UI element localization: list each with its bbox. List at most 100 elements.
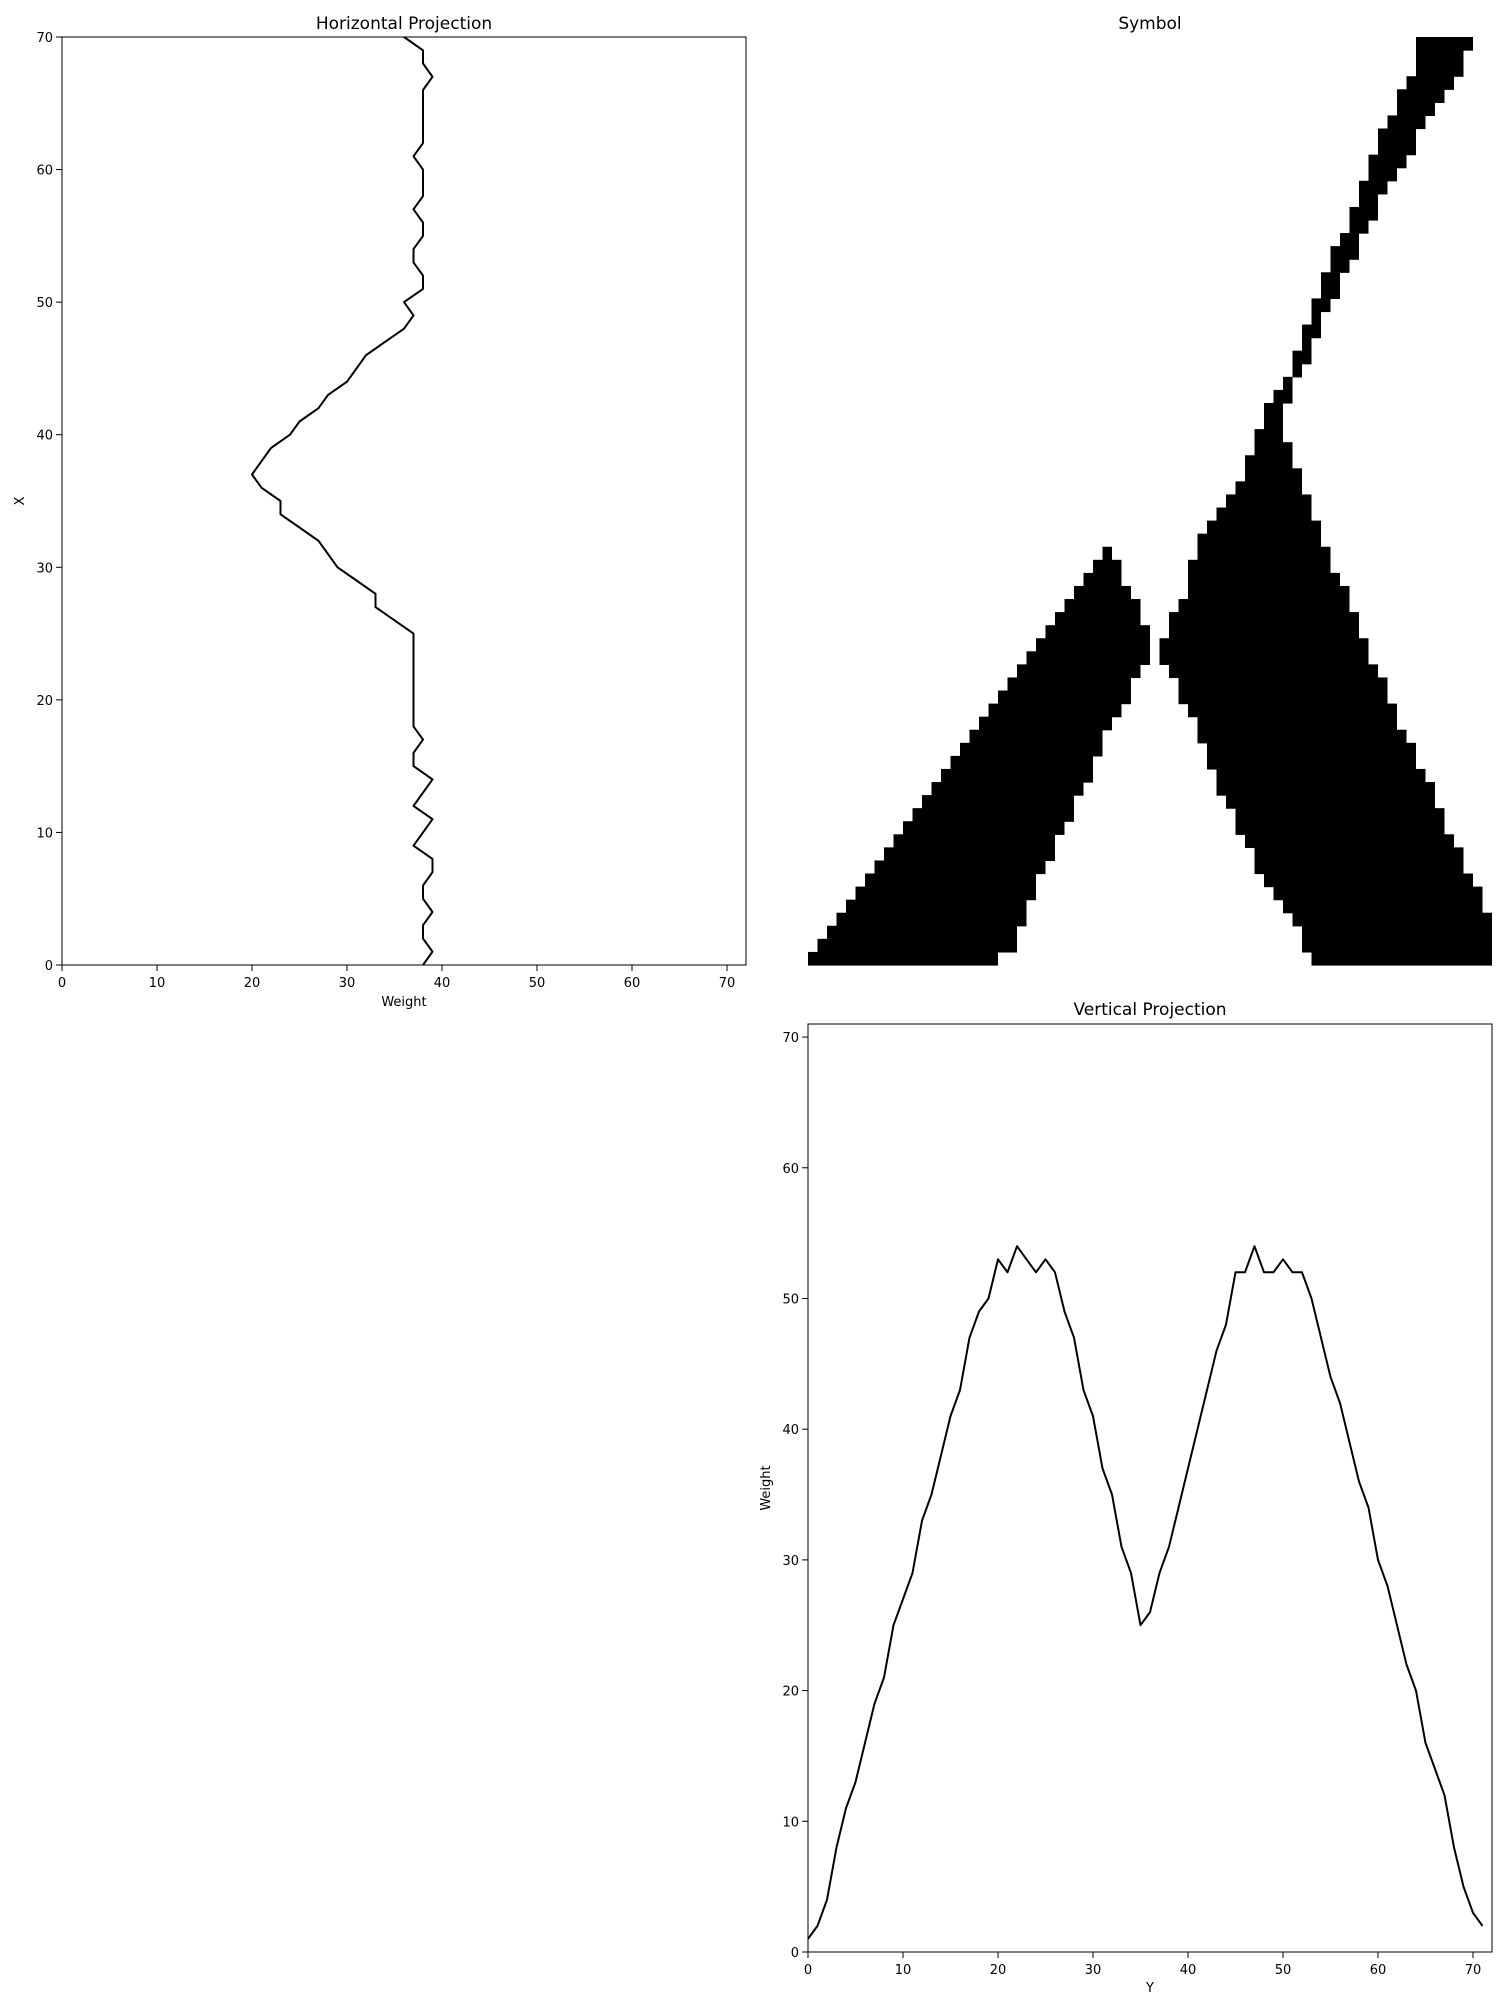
symbol-stroke-right: [1378, 141, 1416, 156]
symbol-stroke-right: [1330, 259, 1350, 273]
symbol-stroke-right: [1359, 193, 1378, 208]
symbol-stroke-right: [1264, 402, 1283, 417]
symbol-stroke-left: [960, 742, 1103, 757]
symbol-stroke-right: [1321, 272, 1340, 286]
symbol-stroke-right: [1207, 742, 1416, 757]
symbol-stroke-right: [1254, 847, 1464, 862]
symbol-stroke-left: [1093, 559, 1122, 574]
symbol-stroke-right: [1292, 912, 1492, 927]
symbol-stroke-right: [1406, 76, 1454, 90]
symbol-stroke-right: [1245, 455, 1293, 469]
symbol-stroke-left: [884, 847, 1055, 862]
symbol-stroke-right: [1340, 233, 1359, 247]
x-tick-label: 10: [149, 976, 166, 991]
symbol-stroke-left: [893, 834, 1055, 848]
symbol-pixels: [808, 37, 1492, 966]
symbol-stroke-right: [1188, 703, 1397, 718]
symbol-stroke-right: [1197, 716, 1397, 731]
symbol-stroke-right: [1226, 795, 1435, 809]
y-tick-label: 30: [36, 561, 53, 576]
symbol-stroke-left: [922, 795, 1074, 809]
x-tick-label: 30: [1085, 1963, 1102, 1978]
y-tick-label: 40: [782, 1423, 799, 1438]
x-tick-label: 60: [1370, 1963, 1387, 1978]
symbol-stroke-left: [1083, 572, 1122, 587]
symbol-stroke-right: [1397, 102, 1435, 117]
y-axis-label: X: [13, 496, 28, 505]
x-tick-label: 20: [990, 1963, 1007, 1978]
symbol-stroke-right: [1178, 599, 1350, 613]
plot-frame: [61, 36, 747, 966]
symbol-stroke-right: [1178, 690, 1388, 705]
symbol-stroke-right: [1416, 37, 1473, 51]
symbol-stroke-right: [1254, 860, 1464, 875]
symbol-stroke-left: [998, 690, 1131, 705]
plot-frame: [807, 1023, 1493, 1953]
y-axis-ticks: 0 10 20 30 40 50 60 70: [36, 31, 62, 974]
projection-line: [251, 36, 434, 966]
symbol-stroke-right: [1207, 755, 1416, 770]
symbol-stroke-left: [1064, 599, 1141, 613]
horizontal-projection-chart: Horizontal Projection 0 10 20 30 40 50 60 70 0 1…: [13, 14, 747, 1010]
x-tick-label: 70: [1465, 1963, 1482, 1978]
symbol-stroke-right: [1216, 782, 1435, 796]
y-tick-label: 40: [36, 429, 53, 444]
projection-line: [807, 1245, 1484, 1940]
symbol-stroke-right: [1254, 442, 1293, 456]
symbol-stroke-right: [1311, 298, 1331, 313]
symbol-stroke-left: [912, 808, 1074, 822]
x-tick-label: 50: [1275, 1963, 1292, 1978]
symbol-stroke-left: [979, 716, 1112, 731]
x-tick-label: 70: [719, 976, 736, 991]
symbol-stroke-left: [1102, 546, 1112, 561]
symbol-stroke-right: [1264, 416, 1283, 430]
x-tick-label: 50: [529, 976, 546, 991]
symbol-stroke-left: [950, 755, 1093, 770]
symbol-stroke-right: [1416, 63, 1464, 77]
symbol-stroke-left: [931, 782, 1084, 796]
symbol-stroke-left: [836, 912, 1027, 927]
symbol-stroke-right: [1159, 651, 1369, 665]
y-tick-label: 50: [36, 296, 53, 311]
y-tick-label: 0: [45, 959, 53, 974]
y-axis-ticks: 0 10 20 30 40 50 60 70: [782, 1031, 808, 1961]
x-axis-label: Weight: [381, 995, 426, 1010]
chart-title: Vertical Projection: [1073, 1000, 1226, 1020]
symbol-stroke-right: [1302, 324, 1321, 339]
symbol-stroke-left: [1026, 651, 1150, 665]
symbol-stroke-right: [1216, 768, 1426, 783]
symbol-stroke-left: [988, 703, 1122, 718]
symbol-stroke-right: [1359, 180, 1388, 195]
symbol-stroke-right: [1302, 938, 1492, 953]
y-tick-label: 60: [36, 164, 53, 179]
symbol-stroke-left: [846, 899, 1027, 914]
symbol-stroke-left: [817, 938, 1017, 953]
y-tick-label: 60: [782, 1162, 799, 1177]
symbol-stroke-left: [1045, 625, 1150, 639]
symbol-stroke-right: [1283, 899, 1483, 914]
symbol-stroke-right: [1311, 311, 1321, 326]
symbol-stroke-left: [1055, 612, 1141, 626]
symbol-stroke-left: [941, 768, 1093, 783]
x-tick-label: 30: [339, 976, 356, 991]
chart-title: Horizontal Projection: [316, 14, 492, 34]
symbol-stroke-right: [1245, 468, 1302, 482]
symbol-stroke-right: [1368, 167, 1397, 182]
symbol-stroke-left: [827, 925, 1017, 940]
chart-title: Symbol: [1118, 14, 1181, 34]
symbol-stroke-right: [1273, 389, 1293, 404]
y-tick-label: 20: [36, 694, 53, 709]
vertical-projection-chart: Vertical Projection 0 10 20 30 40 50 60 70 0 10 2…: [759, 1000, 1493, 1996]
symbol-stroke-right: [1159, 638, 1369, 652]
y-axis-label: Weight: [759, 1465, 774, 1510]
symbol-stroke-right: [1254, 429, 1283, 443]
symbol-stroke-left: [1007, 677, 1131, 692]
symbol-stroke-right: [1169, 612, 1359, 626]
x-tick-label: 60: [624, 976, 641, 991]
symbol-stroke-left: [874, 860, 1046, 875]
symbol-stroke-right: [1235, 481, 1302, 496]
symbol-stroke-right: [1349, 206, 1378, 221]
symbol-stroke-right: [1235, 808, 1445, 822]
x-tick-label: 20: [244, 976, 261, 991]
